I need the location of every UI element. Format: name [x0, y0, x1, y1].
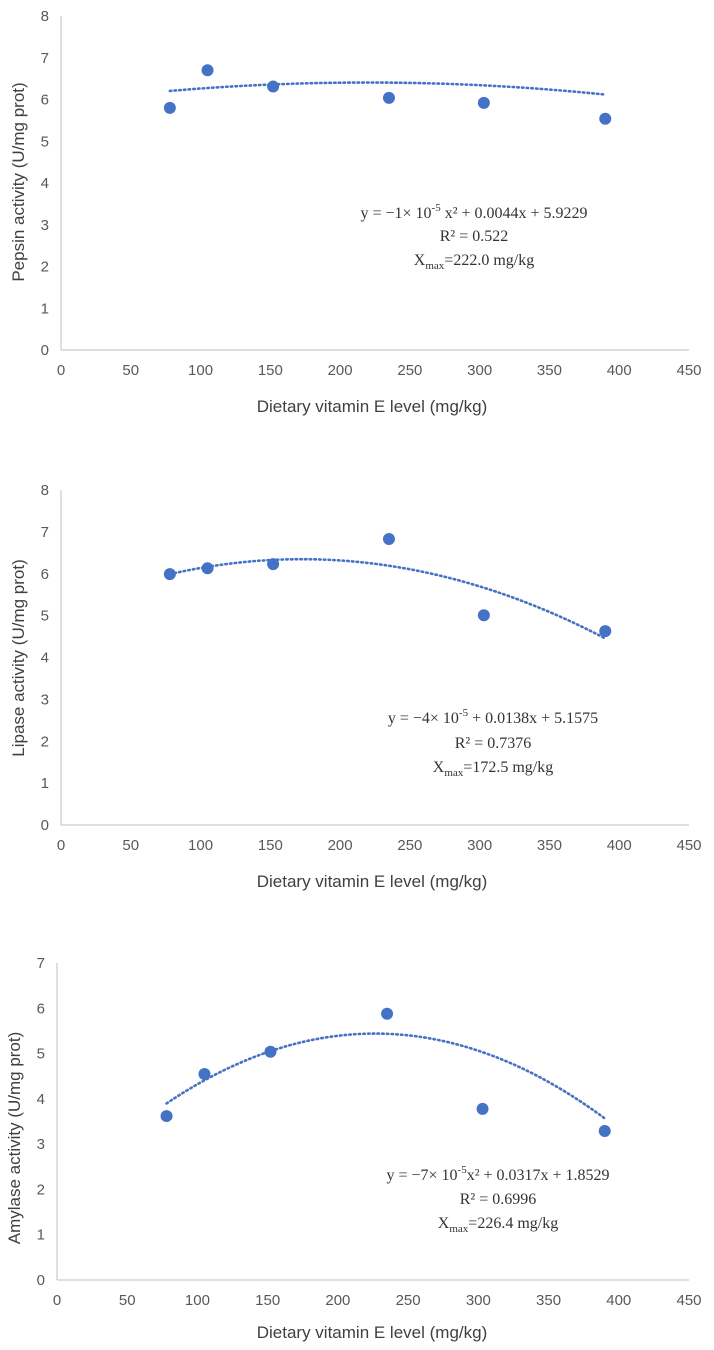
lipase-x-tick-label: 0 — [57, 837, 65, 854]
amylase-x-tick-label: 50 — [119, 1292, 136, 1309]
pepsin-trend-equation: y = −1× 10-5 x² + 0.0044x + 5.9229 — [360, 202, 587, 222]
pepsin-plot-area: 0 1 2 3 4 5 6 7 8 0 50 100 150 200 250 300 350 400 450 — [41, 8, 702, 379]
pepsin-data-point — [477, 96, 490, 109]
lipase-y-tick-label: 0 — [41, 817, 49, 834]
lipase-y-tick-label: 5 — [41, 608, 49, 625]
pepsin-y-axis-title: Pepsin activity (U/mg prot) — [9, 82, 28, 281]
amylase-x-tick-label: 400 — [606, 1292, 631, 1309]
pepsin-x-tick-label: 50 — [122, 362, 139, 379]
lipase-data-point — [382, 532, 395, 545]
lipase-x-tick-label: 450 — [676, 837, 701, 854]
pepsin-data-point — [163, 101, 176, 114]
lipase-x-axis-title: Dietary vitamin E level (mg/kg) — [257, 872, 488, 891]
pepsin-x-tick-label: 450 — [676, 362, 701, 379]
amylase-chart: 0 1 2 3 4 5 6 7 0 50 100 150 200 250 300 350 400 450 Amyl… — [5, 955, 702, 1342]
amylase-data-point — [264, 1045, 277, 1058]
pepsin-y-tick-label: 8 — [41, 8, 49, 25]
amylase-y-tick-label: 1 — [37, 1227, 45, 1244]
pepsin-y-tick-label: 5 — [41, 133, 49, 150]
lipase-trend-equation: y = −4× 10-5 + 0.0138x + 5.1575 — [388, 707, 598, 727]
lipase-y-tick-label: 7 — [41, 524, 49, 541]
lipase-plot-area: 0 1 2 3 4 5 6 7 8 0 50 100 150 200 250 300 350 400 450 — [41, 482, 702, 854]
lipase-y-axis-title: Lipase activity (U/mg prot) — [9, 559, 28, 756]
lipase-data-point — [599, 625, 612, 638]
lipase-x-tick-label: 150 — [258, 837, 283, 854]
lipase-trendline — [168, 557, 607, 640]
amylase-y-tick-label: 3 — [37, 1136, 45, 1153]
amylase-x-tick-label: 0 — [53, 1292, 61, 1309]
amylase-data-point — [160, 1110, 173, 1123]
amylase-x-tick-label: 450 — [676, 1292, 701, 1309]
pepsin-x-tick-label: 0 — [57, 362, 65, 379]
pepsin-x-tick-label: 100 — [188, 362, 213, 379]
lipase-y-tick-label: 3 — [41, 691, 49, 708]
pepsin-data-point — [599, 112, 612, 125]
amylase-x-tick-label: 100 — [185, 1292, 210, 1309]
amylase-y-tick-label: 5 — [37, 1046, 45, 1063]
amylase-x-tick-label: 250 — [396, 1292, 421, 1309]
amylase-trendline — [165, 1032, 607, 1120]
pepsin-x-tick-label: 200 — [328, 362, 353, 379]
amylase-x-tick-label: 350 — [536, 1292, 561, 1309]
pepsin-data-point — [201, 64, 214, 77]
amylase-y-tick-label: 6 — [37, 1000, 45, 1017]
pepsin-data-point — [267, 80, 280, 93]
pepsin-r-squared: R² = 0.522 — [440, 228, 509, 245]
pepsin-y-tick-label: 7 — [41, 50, 49, 67]
lipase-data-point — [267, 558, 280, 571]
pepsin-y-tick-label: 6 — [41, 92, 49, 109]
lipase-x-tick-label: 200 — [328, 837, 353, 854]
lipase-x-tick-label: 50 — [122, 837, 139, 854]
pepsin-xmax-label: Xmax=222.0 mg/kg — [414, 252, 534, 272]
pepsin-y-tick-label: 0 — [41, 342, 49, 359]
lipase-data-point — [477, 609, 490, 622]
lipase-data-point — [163, 568, 176, 581]
pepsin-y-tick-label: 2 — [41, 259, 49, 276]
amylase-x-tick-label: 200 — [325, 1292, 350, 1309]
pepsin-x-tick-label: 400 — [607, 362, 632, 379]
pepsin-x-tick-label: 150 — [258, 362, 283, 379]
amylase-y-tick-label: 0 — [37, 1272, 45, 1289]
lipase-y-tick-label: 8 — [41, 482, 49, 499]
pepsin-y-tick-label: 3 — [41, 217, 49, 234]
amylase-trend-equation: y = −7× 10-5x² + 0.0317x + 1.8529 — [386, 1164, 609, 1184]
pepsin-chart: 0 1 2 3 4 5 6 7 8 0 50 100 150 200 250 300 350 400 450 Pep… — [9, 8, 702, 416]
pepsin-x-tick-label: 250 — [397, 362, 422, 379]
lipase-x-tick-label: 250 — [397, 837, 422, 854]
amylase-plot-area: 0 1 2 3 4 5 6 7 0 50 100 150 200 250 300 350 400 450 — [37, 955, 702, 1309]
amylase-data-point — [198, 1067, 211, 1080]
lipase-x-tick-label: 100 — [188, 837, 213, 854]
lipase-y-tick-label: 4 — [41, 650, 49, 667]
amylase-y-tick-label: 4 — [37, 1091, 45, 1108]
lipase-x-tick-label: 350 — [537, 837, 562, 854]
pepsin-x-tick-label: 300 — [467, 362, 492, 379]
pepsin-x-axis-title: Dietary vitamin E level (mg/kg) — [257, 397, 488, 416]
amylase-data-point — [598, 1125, 611, 1138]
lipase-xmax-label: Xmax=172.5 mg/kg — [433, 759, 553, 779]
lipase-r-squared: R² = 0.7376 — [455, 735, 532, 752]
amylase-x-axis-title: Dietary vitamin E level (mg/kg) — [257, 1323, 488, 1342]
pepsin-trendline — [168, 81, 607, 96]
pepsin-x-tick-label: 350 — [537, 362, 562, 379]
pepsin-y-tick-label: 4 — [41, 175, 49, 192]
amylase-y-axis-title: Amylase activity (U/mg prot) — [5, 1032, 24, 1245]
lipase-data-point — [201, 562, 214, 575]
amylase-data-point — [476, 1102, 489, 1115]
amylase-xmax-label: Xmax=226.4 mg/kg — [438, 1215, 558, 1235]
lipase-x-tick-label: 300 — [467, 837, 492, 854]
amylase-x-tick-label: 150 — [255, 1292, 280, 1309]
lipase-y-tick-label: 6 — [41, 566, 49, 583]
lipase-chart: 0 1 2 3 4 5 6 7 8 0 50 100 150 200 250 300 350 400 450 Lip… — [9, 482, 702, 891]
lipase-x-tick-label: 400 — [607, 837, 632, 854]
amylase-x-tick-label: 300 — [466, 1292, 491, 1309]
pepsin-data-point — [382, 91, 395, 104]
lipase-y-tick-label: 2 — [41, 733, 49, 750]
amylase-y-tick-label: 7 — [37, 955, 45, 972]
amylase-data-point — [381, 1007, 394, 1020]
amylase-y-tick-label: 2 — [37, 1181, 45, 1198]
amylase-r-squared: R² = 0.6996 — [460, 1191, 537, 1208]
lipase-y-tick-label: 1 — [41, 775, 49, 792]
pepsin-y-tick-label: 1 — [41, 300, 49, 317]
